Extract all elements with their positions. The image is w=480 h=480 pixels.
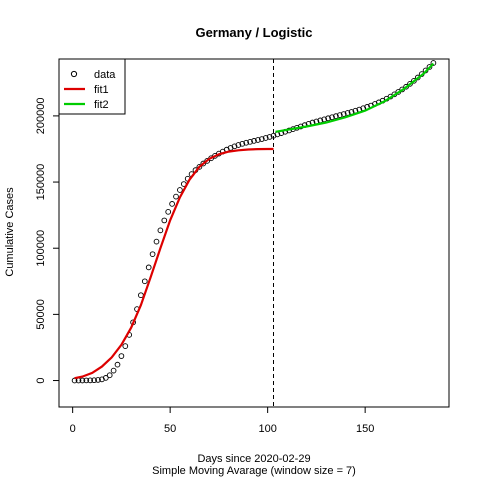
data-point <box>173 193 179 200</box>
data-point <box>114 361 121 368</box>
data-point <box>177 187 183 193</box>
data-point <box>270 132 277 139</box>
data-point <box>145 264 152 271</box>
data-point <box>243 139 250 146</box>
data-point <box>231 143 238 150</box>
x-tick-label: 50 <box>164 423 176 435</box>
x-axis-label: Days since 2020-02-29 <box>197 453 310 465</box>
legend-label-fit1: fit1 <box>94 84 109 96</box>
data-point <box>255 137 261 143</box>
data-point <box>118 353 125 359</box>
data-point <box>239 140 246 147</box>
data-point <box>87 377 94 384</box>
data-point <box>149 251 156 258</box>
data-point <box>325 115 331 122</box>
data-point <box>165 208 172 215</box>
y-tick-label: 200000 <box>35 98 47 135</box>
data-point <box>251 138 257 144</box>
data-point <box>430 60 437 66</box>
data-point <box>247 138 253 145</box>
data-point <box>153 238 160 245</box>
x-tick-label: 100 <box>258 423 276 435</box>
data-point <box>200 160 207 167</box>
data-point <box>161 217 168 224</box>
data-point <box>235 142 242 148</box>
legend-label-data: data <box>94 69 116 81</box>
x-tick-label: 150 <box>356 423 374 435</box>
data-point <box>321 116 328 123</box>
data-point <box>426 64 433 70</box>
data-point <box>95 377 101 383</box>
x-tick-label: 0 <box>70 423 76 435</box>
data-point <box>333 113 339 120</box>
data-point <box>262 135 269 141</box>
x-axis-sublabel: Simple Moving Avarage (window size = 7) <box>152 465 356 477</box>
data-point <box>141 278 148 285</box>
data-point <box>122 343 129 349</box>
data-point <box>258 136 265 142</box>
legend-box <box>58 58 126 115</box>
y-tick-label: 0 <box>35 377 47 383</box>
data-point <box>106 372 113 379</box>
data-point <box>102 375 109 381</box>
data-point <box>340 111 347 117</box>
y-tick-label: 50000 <box>35 299 47 330</box>
data-point <box>91 377 97 384</box>
data-point <box>157 227 164 234</box>
series-fit1-line <box>74 147 274 380</box>
data-point <box>411 77 417 84</box>
chart-title: Germany / Logistic <box>195 25 312 40</box>
data-point <box>403 83 409 90</box>
y-axis-label: Cumulative Cases <box>4 187 16 277</box>
legend-marker-data <box>70 70 78 78</box>
legend-label-fit2: fit2 <box>94 99 109 111</box>
data-point <box>83 377 90 384</box>
data-point <box>336 112 343 118</box>
data-point <box>169 201 175 207</box>
y-tick-label: 150000 <box>35 164 47 201</box>
plot-area-frame <box>58 58 450 408</box>
series-fit2-line <box>275 62 435 133</box>
data-point <box>138 292 144 299</box>
data-point <box>407 81 413 87</box>
data-point <box>196 163 203 170</box>
data-point <box>204 158 211 164</box>
data-point <box>110 367 117 374</box>
data-point <box>266 134 273 140</box>
data-point <box>329 114 335 121</box>
y-tick-label: 100000 <box>35 230 47 267</box>
data-point <box>79 377 86 384</box>
